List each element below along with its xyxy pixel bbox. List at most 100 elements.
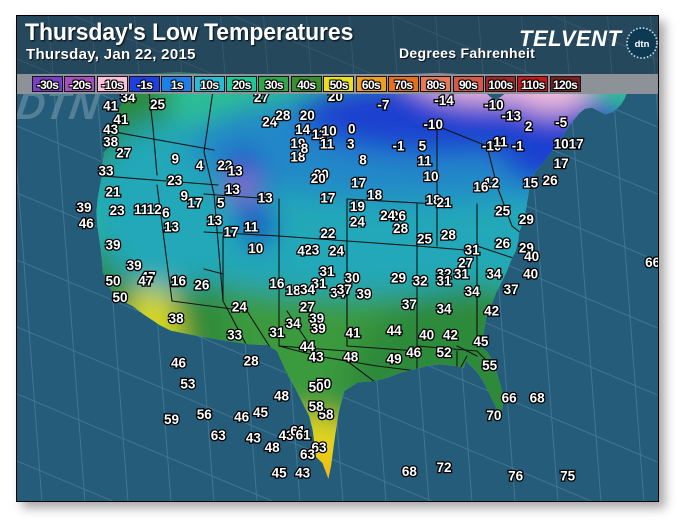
svg-text:31: 31 [454, 266, 470, 281]
svg-text:17: 17 [320, 191, 335, 206]
svg-text:72: 72 [436, 460, 451, 475]
svg-text:24: 24 [329, 243, 345, 258]
svg-text:29: 29 [519, 212, 534, 227]
svg-text:8: 8 [359, 152, 367, 167]
svg-text:45: 45 [253, 405, 269, 420]
svg-text:50: 50 [309, 380, 324, 395]
svg-text:45: 45 [272, 466, 288, 481]
svg-text:37: 37 [504, 282, 519, 297]
svg-text:11: 11 [493, 134, 508, 149]
svg-text:53: 53 [180, 377, 196, 392]
svg-text:23: 23 [110, 203, 126, 218]
svg-text:63: 63 [300, 447, 316, 462]
svg-text:39: 39 [105, 238, 120, 253]
svg-text:39: 39 [311, 321, 326, 336]
svg-text:21: 21 [436, 195, 452, 210]
svg-text:17: 17 [569, 136, 584, 151]
svg-text:-7: -7 [377, 98, 389, 113]
svg-text:39: 39 [356, 286, 371, 301]
svg-text:9: 9 [172, 152, 180, 167]
svg-text:25: 25 [495, 204, 511, 219]
svg-text:29: 29 [391, 271, 406, 286]
svg-text:46: 46 [406, 345, 422, 360]
svg-text:-5: -5 [555, 115, 567, 130]
svg-text:5: 5 [217, 195, 225, 210]
svg-text:31: 31 [436, 273, 452, 288]
svg-text:34: 34 [286, 316, 302, 331]
svg-text:13: 13 [164, 220, 180, 235]
svg-text:16: 16 [473, 180, 489, 195]
svg-text:-14: -14 [434, 93, 454, 108]
svg-text:17: 17 [187, 195, 202, 210]
svg-text:16: 16 [171, 274, 187, 289]
svg-text:3: 3 [347, 136, 355, 151]
svg-text:10: 10 [554, 136, 569, 151]
svg-text:40: 40 [524, 249, 539, 264]
svg-text:66: 66 [645, 255, 658, 270]
svg-text:26: 26 [543, 173, 559, 188]
svg-text:56: 56 [197, 407, 213, 422]
svg-text:37: 37 [337, 282, 352, 297]
svg-text:66: 66 [502, 391, 518, 406]
svg-text:11: 11 [244, 220, 259, 235]
svg-text:40: 40 [523, 266, 538, 281]
svg-text:28: 28 [393, 221, 409, 236]
svg-text:22: 22 [320, 226, 335, 241]
svg-text:8: 8 [301, 141, 309, 156]
svg-text:50: 50 [105, 274, 120, 289]
svg-text:11: 11 [320, 136, 335, 151]
svg-text:33: 33 [227, 328, 243, 343]
svg-text:17: 17 [223, 224, 238, 239]
svg-text:52: 52 [436, 345, 451, 360]
svg-text:48: 48 [343, 349, 359, 364]
svg-text:28: 28 [441, 227, 457, 242]
svg-text:-10: -10 [423, 117, 443, 132]
svg-text:13: 13 [207, 213, 223, 228]
svg-text:46: 46 [171, 356, 187, 371]
svg-text:16: 16 [269, 276, 285, 291]
svg-text:13: 13 [258, 191, 274, 206]
svg-text:50: 50 [112, 290, 127, 305]
svg-text:31: 31 [269, 325, 285, 340]
svg-text:25: 25 [417, 232, 433, 247]
svg-text:45: 45 [473, 334, 489, 349]
svg-text:20: 20 [311, 171, 326, 186]
svg-text:23: 23 [304, 243, 320, 258]
svg-text:34: 34 [486, 266, 502, 281]
svg-text:26: 26 [194, 277, 210, 292]
svg-text:68: 68 [402, 464, 418, 479]
svg-text:34: 34 [465, 284, 481, 299]
svg-text:58: 58 [309, 399, 325, 414]
svg-text:13: 13 [225, 182, 241, 197]
svg-text:18: 18 [367, 188, 383, 203]
svg-text:25: 25 [150, 97, 166, 112]
svg-text:14: 14 [295, 122, 311, 137]
svg-text:76: 76 [508, 469, 524, 484]
svg-text:40: 40 [419, 328, 434, 343]
svg-text:dtn: dtn [635, 39, 650, 50]
svg-text:39: 39 [76, 200, 91, 215]
svg-text:6: 6 [162, 206, 170, 221]
svg-text:47: 47 [138, 274, 153, 289]
svg-text:17: 17 [554, 156, 569, 171]
svg-text:2: 2 [525, 119, 533, 134]
svg-text:42: 42 [484, 304, 499, 319]
svg-text:4: 4 [196, 158, 204, 173]
svg-text:34: 34 [436, 302, 452, 317]
svg-text:26: 26 [495, 236, 511, 251]
svg-text:5: 5 [419, 139, 427, 154]
svg-text:70: 70 [486, 408, 501, 423]
svg-text:42: 42 [443, 328, 458, 343]
svg-text:39: 39 [127, 258, 142, 273]
svg-text:41: 41 [345, 325, 361, 340]
svg-text:13: 13 [228, 163, 244, 178]
svg-text:46: 46 [234, 409, 250, 424]
svg-text:43: 43 [309, 349, 325, 364]
svg-text:46: 46 [79, 216, 95, 231]
svg-text:19: 19 [350, 199, 365, 214]
svg-text:68: 68 [530, 391, 546, 406]
svg-text:44: 44 [387, 323, 403, 338]
svg-text:12: 12 [147, 202, 162, 217]
svg-text:55: 55 [482, 358, 498, 373]
svg-text:43: 43 [246, 431, 262, 446]
